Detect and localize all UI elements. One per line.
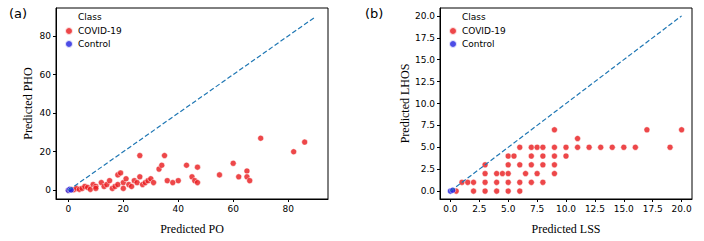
svg-text:7.5: 7.5 xyxy=(530,204,544,214)
svg-text:17.5: 17.5 xyxy=(415,33,435,43)
svg-text:COVID-19: COVID-19 xyxy=(462,26,506,36)
svg-text:5.0: 5.0 xyxy=(421,142,436,152)
svg-text:40: 40 xyxy=(173,204,185,214)
svg-text:20: 20 xyxy=(40,147,52,157)
svg-text:(b): (b) xyxy=(365,6,383,21)
svg-text:17.5: 17.5 xyxy=(643,204,663,214)
svg-text:Predicted PHO: Predicted PHO xyxy=(21,67,35,140)
svg-text:0: 0 xyxy=(65,204,71,214)
svg-text:0: 0 xyxy=(45,185,51,195)
svg-text:60: 60 xyxy=(40,70,52,80)
svg-text:0.0: 0.0 xyxy=(443,204,458,214)
svg-text:2.5: 2.5 xyxy=(472,204,486,214)
svg-text:7.5: 7.5 xyxy=(421,120,435,130)
svg-text:12.5: 12.5 xyxy=(585,204,605,214)
svg-text:Predicted PO: Predicted PO xyxy=(160,222,224,236)
svg-text:10.0: 10.0 xyxy=(415,99,435,109)
svg-text:40: 40 xyxy=(40,108,52,118)
svg-text:(a): (a) xyxy=(9,6,27,21)
svg-text:15.0: 15.0 xyxy=(614,204,634,214)
svg-text:12.5: 12.5 xyxy=(415,77,435,87)
svg-text:15.0: 15.0 xyxy=(415,55,435,65)
svg-text:Class: Class xyxy=(462,12,486,22)
svg-text:COVID-19: COVID-19 xyxy=(78,26,122,36)
svg-text:20.0: 20.0 xyxy=(415,11,435,21)
svg-text:Predicted LSS: Predicted LSS xyxy=(532,222,601,236)
svg-text:0.0: 0.0 xyxy=(421,186,436,196)
svg-text:80: 80 xyxy=(282,204,294,214)
svg-text:Control: Control xyxy=(462,39,495,49)
svg-text:Predicted LHOS: Predicted LHOS xyxy=(398,64,412,144)
svg-text:80: 80 xyxy=(40,31,52,41)
svg-text:5.0: 5.0 xyxy=(501,204,516,214)
svg-text:20: 20 xyxy=(118,204,130,214)
svg-text:20.0: 20.0 xyxy=(672,204,692,214)
svg-text:60: 60 xyxy=(227,204,239,214)
svg-text:10.0: 10.0 xyxy=(556,204,576,214)
svg-text:Control: Control xyxy=(78,39,111,49)
svg-text:Class: Class xyxy=(78,12,102,22)
svg-text:2.5: 2.5 xyxy=(421,164,435,174)
